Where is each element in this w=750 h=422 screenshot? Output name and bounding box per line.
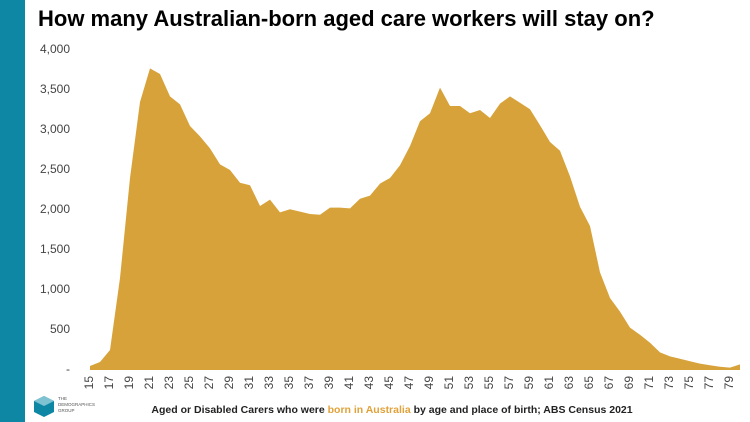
x-tick-label: 63 [562,376,576,390]
x-tick-label: 77 [702,376,716,390]
x-tick-label: 39 [322,376,336,390]
y-tick-label: 3,500 [40,82,70,96]
x-tick-label: 53 [462,376,476,390]
x-tick-label: 57 [502,376,516,390]
logo-text: THE DEMOGRAPHICS GROUP [58,396,95,413]
x-tick-label: 45 [382,376,396,390]
y-tick-label: 2,500 [40,162,70,176]
x-tick-label: 23 [162,376,176,390]
caption: Aged or Disabled Carers who were born in… [151,404,632,416]
x-tick-label: 31 [242,376,256,390]
x-tick-label: 25 [182,376,196,390]
x-tick-label: 73 [662,376,676,390]
x-tick-label: 35 [282,376,296,390]
x-tick-label: 27 [202,376,216,390]
caption-text: Aged or Disabled Carers who were [151,404,327,416]
logo: THE DEMOGRAPHICS GROUP [34,396,95,417]
logo-line: GROUP [58,408,75,413]
y-tick-label: 2,000 [40,202,70,216]
caption-highlight: born in Australia [328,404,411,416]
x-tick-label: 37 [302,376,316,390]
x-tick-label: 59 [522,376,536,390]
x-tick-label: 19 [122,376,136,390]
x-tick-label: 49 [422,376,436,390]
logo-line: THE [58,396,67,401]
x-tick-label: 55 [482,376,496,390]
logo-line: DEMOGRAPHICS [58,402,95,407]
x-tick-label: 51 [442,376,456,390]
area [90,68,740,371]
x-tick-label: 21 [142,376,156,390]
x-tick-label: 17 [102,376,116,390]
x-tick-label: 47 [402,376,416,390]
x-tick-label: 15 [82,376,96,390]
x-tick-label: 33 [262,376,276,390]
x-tick-label: 43 [362,376,376,390]
logo-icon [34,396,54,406]
side-bar [0,0,25,422]
x-tick-label: 61 [542,376,556,390]
x-tick-label: 69 [622,376,636,390]
chart-title: How many Australian-born aged care worke… [38,6,655,31]
x-tick-label: 29 [222,376,236,390]
x-tick-label: 79 [722,376,736,390]
y-tick-label: 4,000 [40,42,70,56]
x-tick-label: 75 [682,376,696,390]
x-tick-label: 65 [582,376,596,390]
x-tick-label: 67 [602,376,616,390]
y-tick-label: 1,500 [40,242,70,256]
y-tick-label: 3,000 [40,122,70,136]
y-tick-label: 1,000 [40,282,70,296]
y-tick-label: 500 [50,322,70,336]
x-tick-label: 41 [342,376,356,390]
x-tick-label: 71 [642,376,656,390]
caption-text: by age and place of birth; ABS Census 20… [411,404,633,416]
y-tick-label: - [66,362,70,376]
